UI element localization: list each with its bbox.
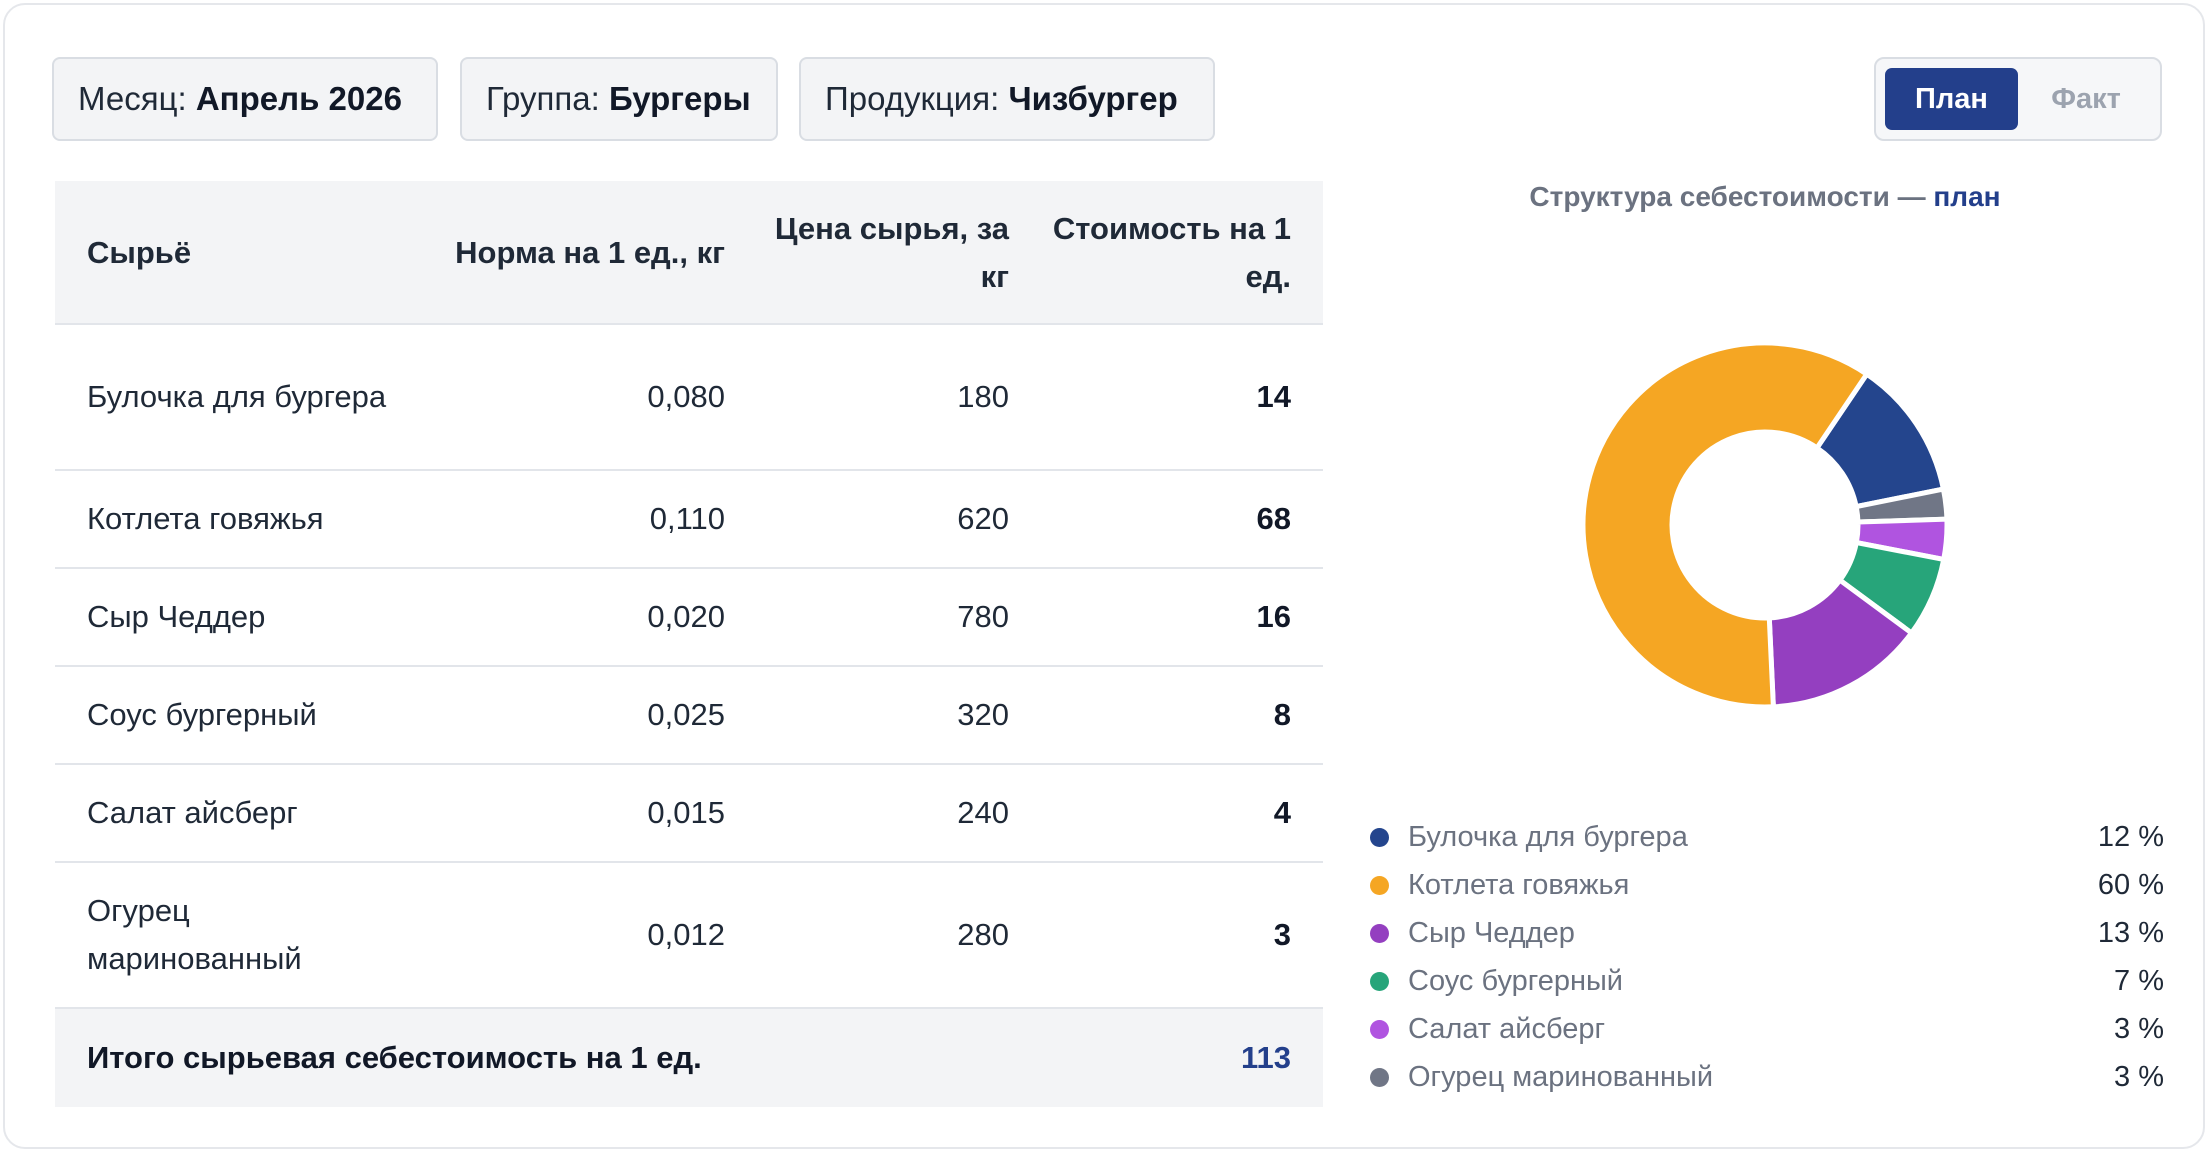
legend-swatch: [1370, 828, 1389, 847]
header-cost: Стоимость на 1 ед.: [1052, 211, 1291, 294]
legend-swatch: [1370, 876, 1389, 895]
donut-slice: [1580, 340, 1871, 710]
legend-percent: 3 %: [2114, 1013, 2164, 1045]
legend-label: Салат айсберг: [1408, 1013, 1606, 1045]
table-row: Сыр Чеддер 0,020 780 16: [55, 569, 1323, 667]
fact-button[interactable]: Факт: [2051, 83, 2121, 115]
product-filter-value: Чизбургер: [1008, 80, 1178, 117]
total-value: 113: [1240, 1040, 1291, 1075]
row-name: Соус бургерный: [87, 697, 317, 732]
legend-swatch: [1370, 1020, 1389, 1039]
row-norm: 0,015: [647, 795, 725, 830]
legend-label: Булочка для бургера: [1408, 821, 1688, 853]
month-filter-label: Месяц:: [78, 80, 187, 117]
row-price: 280: [957, 917, 1009, 952]
row-price: 180: [957, 379, 1009, 414]
chart-title-prefix: Структура себестоимости —: [1529, 181, 1926, 212]
row-cost: 8: [1273, 697, 1291, 732]
row-norm: 0,025: [647, 697, 725, 732]
total-label: Итого сырьевая себестоимость на 1 ед.: [87, 1040, 702, 1075]
product-filter-label: Продукция:: [825, 80, 1000, 117]
row-cost: 4: [1273, 795, 1291, 830]
month-filter[interactable]: Месяц: Апрель 2026: [52, 57, 438, 141]
cost-table: Сырьё Норма на 1 ед., кг Цена сырья, за …: [55, 181, 1323, 1107]
legend-item: Огурец маринованный 3 %: [1370, 1053, 2164, 1101]
cost-structure-card: Месяц: Апрель 2026 Группа: Бургеры Проду…: [3, 3, 2205, 1149]
header-price: Цена сырья, за кг: [774, 211, 1009, 294]
table-total-row: Итого сырьевая себестоимость на 1 ед. 11…: [55, 1009, 1323, 1107]
legend-label: Огурец маринованный: [1408, 1061, 1714, 1093]
row-price: 780: [957, 599, 1009, 634]
row-norm: 0,080: [647, 379, 725, 414]
row-cost: 14: [1256, 379, 1291, 414]
legend-item: Булочка для бургера 12 %: [1370, 813, 2164, 861]
legend-item: Соус бургерный 7 %: [1370, 957, 2164, 1005]
legend-item: Салат айсберг 3 %: [1370, 1005, 2164, 1053]
row-name: Огурец маринованный: [87, 893, 302, 976]
chart-legend: Булочка для бургера 12 % Котлета говяжья 60…: [1370, 813, 2164, 1101]
legend-percent: 12 %: [2097, 821, 2164, 853]
row-name: Сыр Чеддер: [87, 599, 266, 634]
legend-percent: 3 %: [2114, 1061, 2164, 1093]
row-cost: 16: [1256, 599, 1291, 634]
legend-item: Сыр Чеддер 13 %: [1370, 909, 2164, 957]
table-row: Булочка для бургера 0,080 180 14: [55, 325, 1323, 471]
legend-percent: 7 %: [2114, 965, 2164, 997]
plan-fact-toggle: План Факт: [1874, 57, 2162, 141]
legend-label: Котлета говяжья: [1408, 869, 1630, 901]
plan-button[interactable]: План: [1885, 68, 2018, 130]
row-price: 240: [957, 795, 1009, 830]
group-filter[interactable]: Группа: Бургеры: [460, 57, 778, 141]
row-price: 320: [957, 697, 1009, 732]
header-raw: Сырьё: [87, 235, 192, 270]
row-cost: 68: [1256, 501, 1291, 536]
group-filter-label: Группа:: [486, 80, 600, 117]
cost-donut-chart: [1580, 340, 1950, 710]
legend-percent: 13 %: [2097, 917, 2164, 949]
row-norm: 0,012: [647, 917, 725, 952]
legend-label: Соус бургерный: [1408, 965, 1624, 997]
table-row: Огурец маринованный 0,012 280 3: [55, 863, 1323, 1009]
row-name: Булочка для бургера: [87, 379, 387, 414]
legend-percent: 60 %: [2097, 869, 2164, 901]
row-norm: 0,020: [647, 599, 725, 634]
row-norm: 0,110: [649, 501, 725, 536]
table-row: Котлета говяжья 0,110 620 68: [55, 471, 1323, 569]
row-price: 620: [957, 501, 1009, 536]
header-norm: Норма на 1 ед., кг: [455, 235, 725, 270]
row-cost: 3: [1273, 917, 1291, 952]
group-filter-value: Бургеры: [608, 80, 751, 117]
row-name: Котлета говяжья: [87, 501, 324, 536]
legend-item: Котлета говяжья 60 %: [1370, 861, 2164, 909]
legend-swatch: [1370, 924, 1389, 943]
chart-title: Структура себестоимости — план: [1345, 181, 2185, 213]
table-header: Сырьё Норма на 1 ед., кг Цена сырья, за …: [55, 181, 1323, 325]
legend-label: Сыр Чеддер: [1408, 917, 1575, 949]
product-filter[interactable]: Продукция: Чизбургер: [799, 57, 1215, 141]
row-name: Салат айсберг: [87, 795, 298, 830]
table-row: Соус бургерный 0,025 320 8: [55, 667, 1323, 765]
chart-title-accent: план: [1933, 181, 2001, 212]
table-row: Салат айсберг 0,015 240 4: [55, 765, 1323, 863]
legend-swatch: [1370, 972, 1389, 991]
month-filter-value: Апрель 2026: [195, 80, 402, 117]
legend-swatch: [1370, 1068, 1389, 1087]
